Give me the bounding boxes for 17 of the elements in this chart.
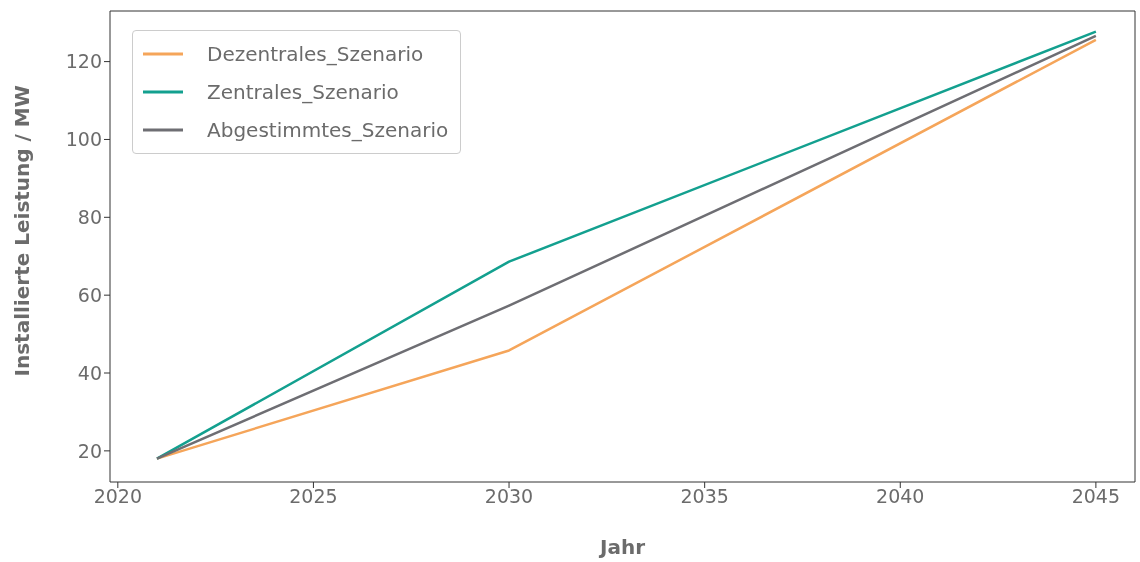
y-tick-label: 80 bbox=[77, 206, 102, 229]
legend-label: Abgestimmtes_Szenario bbox=[207, 118, 449, 142]
y-tick-label: 100 bbox=[65, 128, 102, 151]
y-tick-label: 40 bbox=[77, 361, 102, 384]
x-tick-label: 2035 bbox=[680, 485, 729, 508]
x-tick-label: 2020 bbox=[93, 485, 142, 508]
x-tick-label: 2045 bbox=[1071, 485, 1121, 508]
y-tick-label: 120 bbox=[65, 50, 102, 73]
x-tick-label: 2040 bbox=[876, 485, 925, 508]
y-tick-label: 20 bbox=[77, 439, 102, 462]
x-tick-label: 2030 bbox=[484, 485, 534, 508]
x-tick-label: 2025 bbox=[289, 485, 338, 508]
legend-label: Zentrales_Szenario bbox=[207, 80, 399, 104]
legend-label: Dezentrales_Szenario bbox=[207, 42, 424, 66]
y-axis-title: Installierte Leistung / MW bbox=[10, 85, 35, 377]
y-tick-label: 60 bbox=[77, 283, 102, 306]
x-axis-title: Jahr bbox=[597, 535, 646, 559]
